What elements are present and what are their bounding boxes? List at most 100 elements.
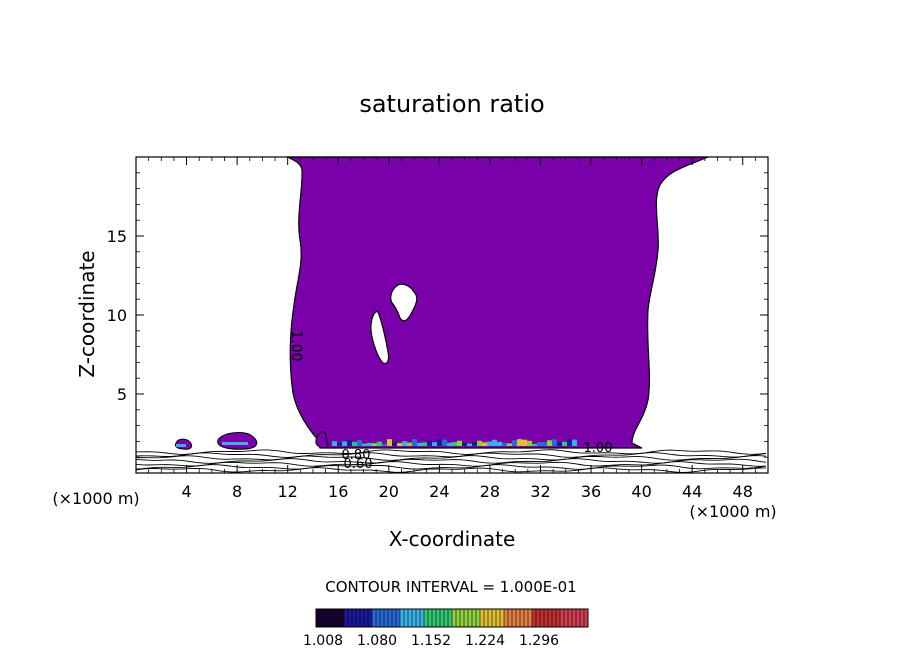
strip-cell xyxy=(477,440,482,446)
colorbar-frame xyxy=(315,608,589,628)
colorbar-cell xyxy=(560,609,564,627)
colorbar-cell xyxy=(572,609,576,627)
strip-cell xyxy=(502,442,507,446)
colorbar-cell xyxy=(472,609,476,627)
colorbar-cell xyxy=(532,609,536,627)
colorbar-cell xyxy=(468,609,472,627)
surface-contour-line xyxy=(135,464,767,470)
strip-cell xyxy=(407,442,412,446)
colorbar-cell xyxy=(484,609,488,627)
colorbar-cell xyxy=(444,609,448,627)
colorbar-cell xyxy=(492,609,496,627)
chart-title: saturation ratio xyxy=(359,90,544,118)
colorbar-cell xyxy=(488,609,492,627)
colorbar-cell xyxy=(552,609,556,627)
colorbar-cell xyxy=(440,609,444,627)
x-unit-label-right: (×1000 m) xyxy=(689,502,776,521)
strip-cell xyxy=(447,442,452,446)
x-tick-label: 48 xyxy=(733,482,753,501)
colorbar-cell xyxy=(508,609,512,627)
strip-cell xyxy=(457,440,462,446)
colorbar-tick-label: 1.296 xyxy=(519,633,559,649)
colorbar-cell xyxy=(348,609,352,627)
colorbar-cell xyxy=(500,609,504,627)
strip-cell xyxy=(542,442,547,446)
colorbar-cell xyxy=(340,609,344,627)
strip-cell xyxy=(387,439,392,446)
colorbar-cell xyxy=(356,609,360,627)
colorbar-cell xyxy=(448,609,452,627)
colorbar-cell xyxy=(460,609,464,627)
colorbar-cell xyxy=(432,609,436,627)
colorbar-cell xyxy=(388,609,392,627)
surface-contour-line xyxy=(135,467,767,473)
strip-cell xyxy=(427,440,432,446)
strip-cell xyxy=(392,441,397,446)
colorbar-tick-label: 1.224 xyxy=(465,633,505,649)
colorbar-cell xyxy=(540,609,544,627)
contour-label-1: 1.00 xyxy=(288,330,304,361)
strip-cell xyxy=(497,441,502,446)
strip-cell xyxy=(357,440,362,446)
colorbar-cell xyxy=(404,609,408,627)
patch-15k xyxy=(315,431,329,449)
colorbar-tick-labels: 1.008 1.080 1.152 1.224 1.296 xyxy=(303,633,559,649)
colorbar-cell xyxy=(512,609,516,627)
x-tick-label: 4 xyxy=(181,482,191,501)
x-tick-label: 16 xyxy=(328,482,348,501)
strip-cell xyxy=(382,443,387,446)
strip-cell xyxy=(482,442,487,446)
strip-cell xyxy=(507,443,512,446)
x-tick-label: 12 xyxy=(278,482,298,501)
x-axis-label: X-coordinate xyxy=(389,527,516,551)
colorbar-cell xyxy=(316,609,320,627)
colorbar-cell xyxy=(360,609,364,627)
x-tick-label: 20 xyxy=(379,482,399,501)
strip-cell xyxy=(467,443,472,446)
colorbar-cell xyxy=(352,609,356,627)
colorbar-cell xyxy=(452,609,456,627)
colorbar-cell xyxy=(428,609,432,627)
hole-upper xyxy=(390,283,418,322)
strip-cell xyxy=(492,439,497,446)
saturated-region xyxy=(286,156,709,449)
colorbar-cell xyxy=(396,609,400,627)
colorbar-cell xyxy=(320,609,324,627)
y-axis-label: Z-coordinate xyxy=(75,250,99,377)
colorbar-cell xyxy=(380,609,384,627)
colorbar-cell xyxy=(408,609,412,627)
colorbar-cell xyxy=(456,609,460,627)
colorbar-tick-label: 1.008 xyxy=(303,633,343,649)
colorbar-cell xyxy=(464,609,468,627)
x-tick-label: 24 xyxy=(429,482,449,501)
strip-cell xyxy=(512,440,517,446)
strip-cell xyxy=(552,439,557,446)
colorbar-cell xyxy=(344,609,348,627)
strip-cell xyxy=(422,442,427,446)
strip-cell xyxy=(487,441,492,446)
strip-cell xyxy=(337,442,342,446)
y-tick-label: 10 xyxy=(107,306,127,325)
colorbar-cell xyxy=(556,609,560,627)
colorbar-cell xyxy=(544,609,548,627)
ticks xyxy=(136,157,768,473)
colorbar-tick-label: 1.152 xyxy=(411,633,451,649)
colorbar-cell xyxy=(504,609,508,627)
strip-cell xyxy=(332,441,337,446)
strip-cell xyxy=(527,440,532,446)
colorbar-cell xyxy=(548,609,552,627)
y-tick-label: 15 xyxy=(107,227,127,246)
strip-cell xyxy=(557,442,562,446)
x-tick-label: 40 xyxy=(631,482,651,501)
supersaturation-strip xyxy=(176,439,577,447)
surface-contour-line xyxy=(135,461,767,467)
y-tick-labels: 5 10 15 xyxy=(107,227,127,404)
colorbar-cell xyxy=(412,609,416,627)
contour-label-2: 0.80 xyxy=(342,448,371,463)
strip-cell xyxy=(432,442,437,446)
contour-interval-text: CONTOUR INTERVAL = 1.000E-01 xyxy=(325,578,576,596)
strip-cell xyxy=(342,441,347,446)
colorbar-cell xyxy=(520,609,524,627)
colorbar-cell xyxy=(332,609,336,627)
